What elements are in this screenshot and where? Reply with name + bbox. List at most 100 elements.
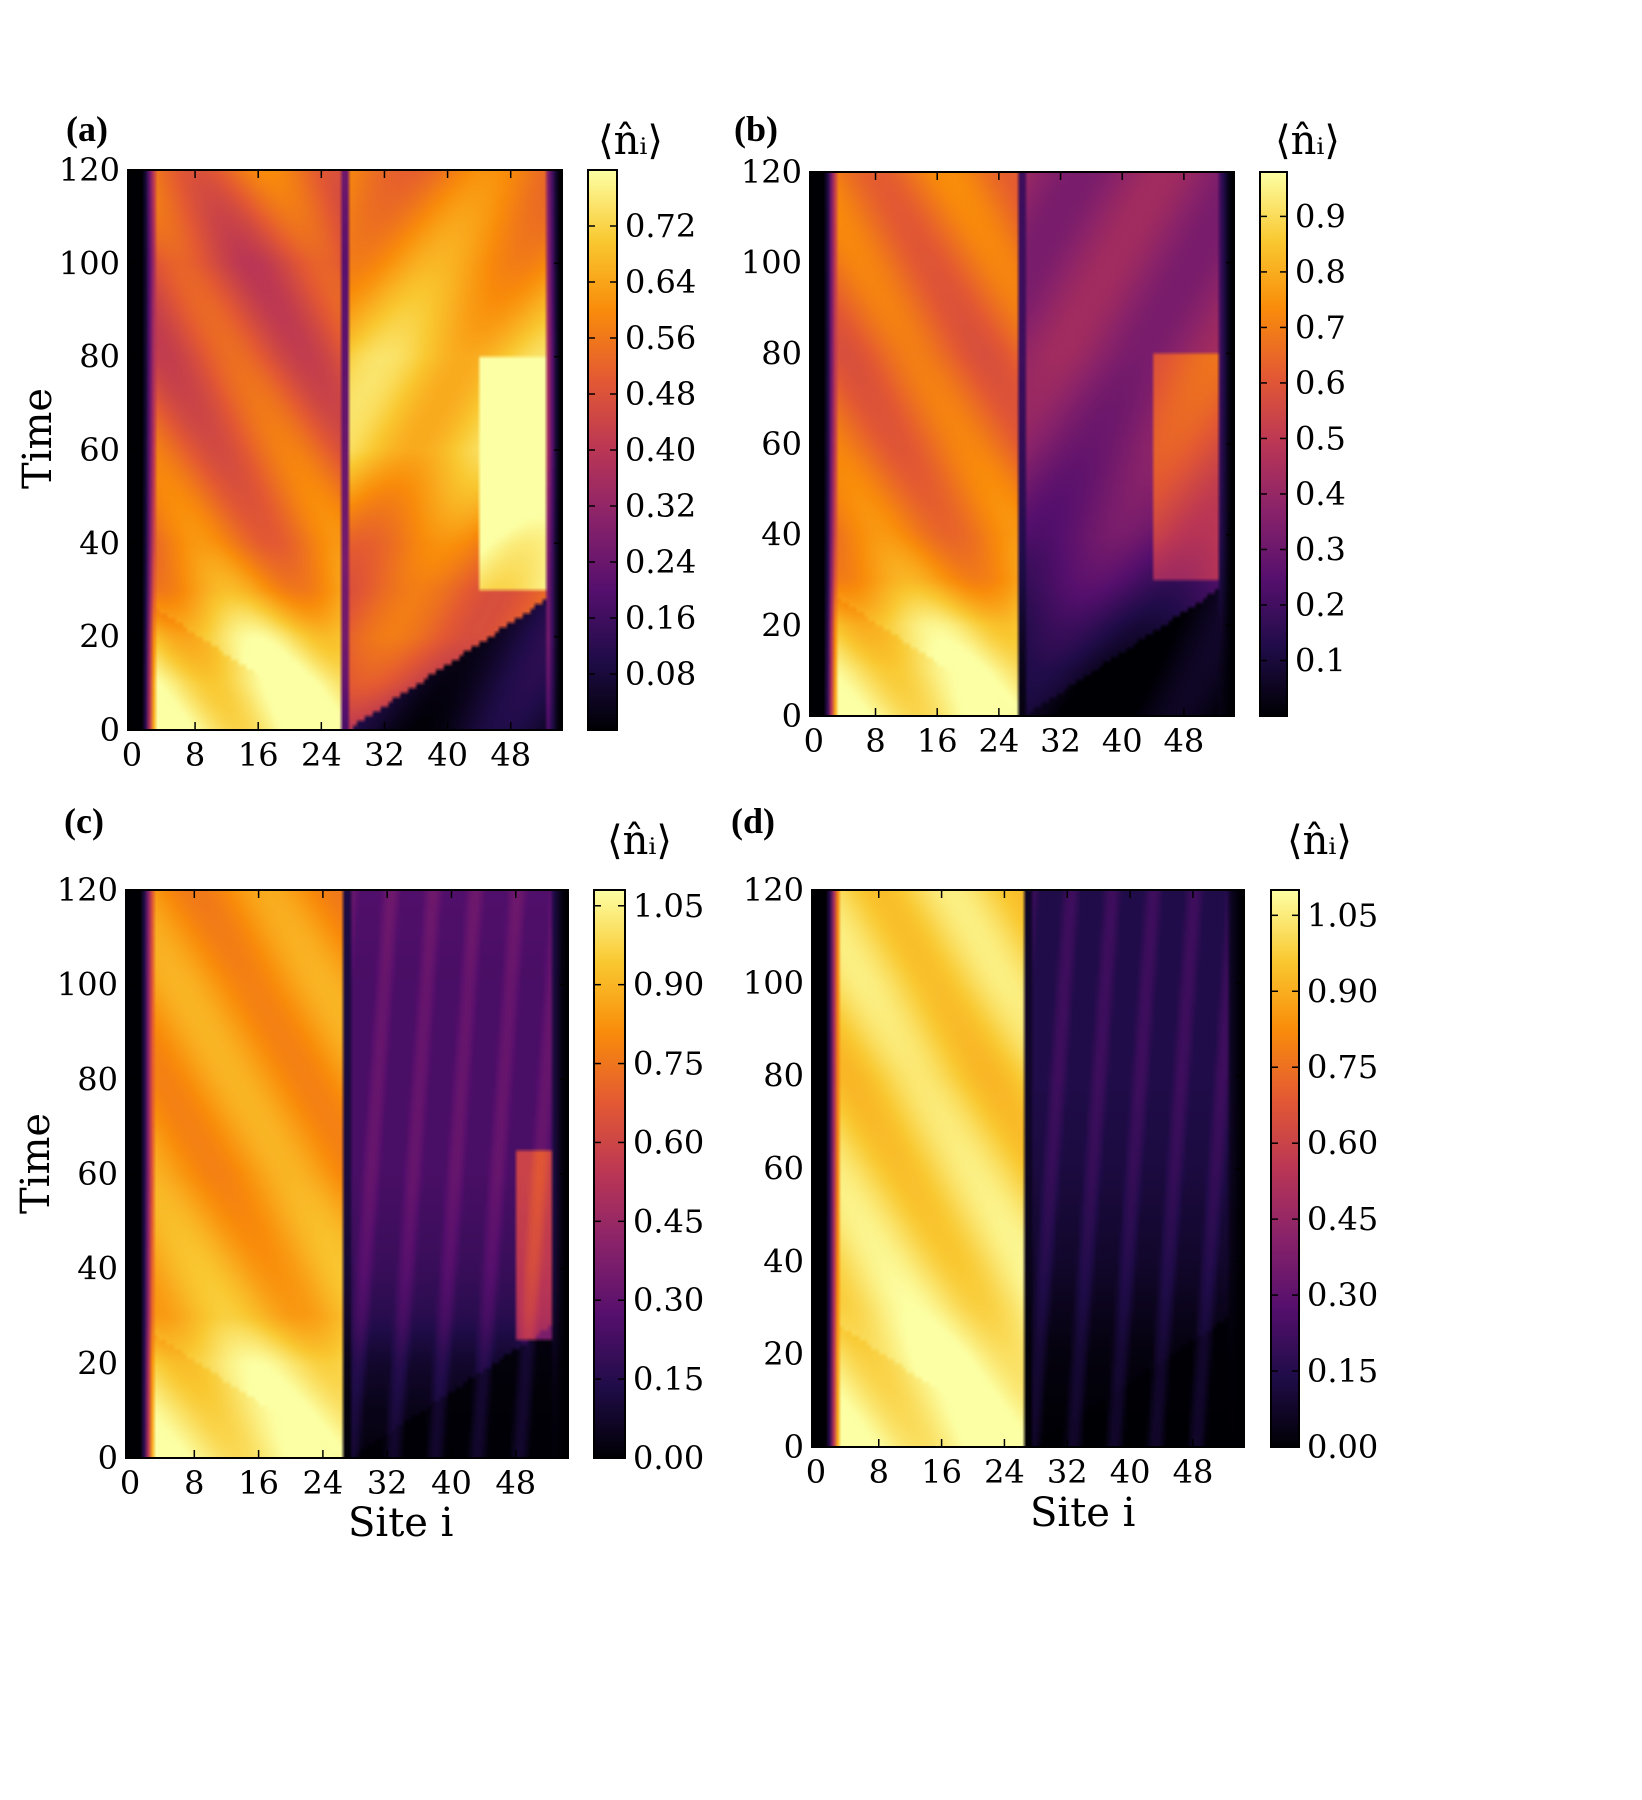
x-axis-label: Site i — [1030, 1490, 1136, 1536]
x-tick-label: 32 — [1047, 1453, 1088, 1491]
panel-a: 0 8 16 24 32 40 48 0 20 40 60 80 100 120 0.08 0.16 0.24 0… — [59, 151, 696, 774]
x-tick-label: 32 — [364, 736, 405, 774]
y-tick-label: 80 — [79, 338, 120, 376]
y-tick-label: 60 — [761, 425, 802, 463]
y-tick-label: 20 — [763, 1335, 804, 1373]
y-tick-label: 120 — [743, 871, 804, 909]
colorbar-title: ⟨n̂ᵢ⟩ — [1287, 818, 1353, 864]
y-tick-label: 0 — [784, 1428, 804, 1466]
colorbar-tick-label: 0.15 — [1307, 1352, 1378, 1390]
y-tick-label: 60 — [77, 1155, 118, 1193]
y-tick-label: 80 — [761, 334, 802, 372]
colorbar-tick-label: 1.05 — [1307, 896, 1378, 934]
y-tick-label: 0 — [98, 1439, 118, 1477]
colorbar-tick-label: 0.64 — [625, 263, 696, 301]
colorbar-tick-label: 0.00 — [633, 1439, 704, 1477]
colorbar-tick-label: 0.60 — [633, 1123, 704, 1161]
panel-label: (a) — [66, 109, 108, 149]
y-tick-label: 20 — [77, 1344, 118, 1382]
colorbar-tick-label: 0.8 — [1295, 253, 1346, 291]
colorbar-tick-label: 0.15 — [633, 1360, 704, 1398]
colorbar-tick-label: 0.30 — [1307, 1276, 1378, 1314]
x-tick-label: 32 — [367, 1464, 408, 1502]
y-tick-label: 100 — [57, 966, 118, 1004]
panel-b: 0 8 16 24 32 40 48 0 20 40 60 80 100 120 0.1 0.2 0.3 0.4 0… — [741, 153, 1346, 760]
x-tick-label: 8 — [184, 1464, 204, 1502]
panel-c: 0 8 16 24 32 40 48 0 20 40 60 80 100 120 0.00 0.15 0.30 0… — [57, 871, 704, 1502]
colorbar-tick-label: 0.2 — [1295, 586, 1346, 624]
x-tick-label: 24 — [984, 1453, 1025, 1491]
panel-label: (b) — [734, 109, 778, 149]
heatmap-image — [128, 170, 562, 730]
x-tick-label: 48 — [490, 736, 531, 774]
colorbar-tick-label: 0.30 — [633, 1281, 704, 1319]
x-tick-label: 24 — [301, 736, 342, 774]
colorbar-tick-label: 0.00 — [1307, 1428, 1378, 1466]
x-tick-label: 24 — [303, 1464, 344, 1502]
colorbar-tick-label: 0.75 — [633, 1045, 704, 1083]
x-tick-label: 0 — [804, 722, 824, 760]
y-tick-label: 20 — [79, 618, 120, 656]
y-axis-label: Time — [15, 387, 61, 489]
y-tick-label: 100 — [59, 244, 120, 282]
colorbar-tick-label: 0.3 — [1295, 530, 1346, 568]
x-tick-label: 16 — [238, 1464, 279, 1502]
y-tick-label: 60 — [763, 1150, 804, 1188]
colorbar-tick-label: 0.1 — [1295, 641, 1346, 679]
colorbar-tick-label: 0.60 — [1307, 1124, 1378, 1162]
colorbar-tick-label: 0.75 — [1307, 1048, 1378, 1086]
colorbar-tick-label: 0.45 — [633, 1202, 704, 1240]
y-tick-label: 40 — [761, 516, 802, 554]
colorbar-title: ⟨n̂ᵢ⟩ — [598, 118, 664, 164]
colorbar-title: ⟨n̂ᵢ⟩ — [607, 818, 673, 864]
x-tick-label: 0 — [120, 1464, 140, 1502]
x-tick-label: 8 — [869, 1453, 889, 1491]
y-tick-label: 40 — [763, 1242, 804, 1280]
x-tick-label: 40 — [1102, 722, 1143, 760]
colorbar-tick-label: 0.16 — [625, 599, 696, 637]
colorbar-tick-label: 0.90 — [1307, 972, 1378, 1010]
panel-label: (d) — [731, 801, 775, 841]
x-tick-label: 16 — [921, 1453, 962, 1491]
y-tick-label: 120 — [59, 151, 120, 189]
panel-d: 0 8 16 24 32 40 48 0 20 40 60 80 100 120 0.00 0.15 0.30 0… — [743, 871, 1378, 1491]
colorbar — [593, 889, 626, 1459]
x-tick-label: 16 — [917, 722, 958, 760]
y-tick-label: 20 — [761, 606, 802, 644]
y-tick-label: 120 — [57, 871, 118, 909]
colorbar — [1270, 889, 1300, 1448]
x-tick-label: 8 — [185, 736, 205, 774]
colorbar-title: ⟨n̂ᵢ⟩ — [1275, 118, 1341, 164]
y-tick-label: 100 — [741, 244, 802, 282]
colorbar-tick-label: 0.08 — [625, 655, 696, 693]
x-tick-label: 40 — [1110, 1453, 1151, 1491]
y-tick-label: 80 — [763, 1057, 804, 1095]
colorbar-tick-label: 0.56 — [625, 319, 696, 357]
x-tick-label: 40 — [427, 736, 468, 774]
x-tick-label: 48 — [495, 1464, 536, 1502]
y-tick-label: 0 — [100, 711, 120, 749]
colorbar-tick-label: 0.6 — [1295, 364, 1346, 402]
colorbar-tick-label: 0.4 — [1295, 475, 1346, 513]
colorbar-tick-label: 0.5 — [1295, 419, 1346, 457]
x-tick-label: 24 — [979, 722, 1020, 760]
heatmap-image — [810, 172, 1234, 716]
x-tick-label: 8 — [865, 722, 885, 760]
colorbar-tick-label: 0.48 — [625, 375, 696, 413]
colorbar-tick-label: 0.72 — [625, 207, 696, 245]
y-tick-label: 120 — [741, 153, 802, 191]
y-tick-label: 40 — [79, 524, 120, 562]
colorbar-tick-label: 0.7 — [1295, 308, 1346, 346]
x-tick-label: 0 — [806, 1453, 826, 1491]
x-axis-label: Site i — [348, 1500, 454, 1546]
y-tick-label: 80 — [77, 1060, 118, 1098]
colorbar-tick-label: 0.40 — [625, 431, 696, 469]
y-tick-label: 0 — [782, 697, 802, 735]
colorbar — [1259, 171, 1288, 717]
y-tick-label: 40 — [77, 1250, 118, 1288]
colorbar-tick-label: 0.9 — [1295, 197, 1346, 235]
x-tick-label: 0 — [122, 736, 142, 774]
colorbar-tick-label: 0.24 — [625, 543, 696, 581]
